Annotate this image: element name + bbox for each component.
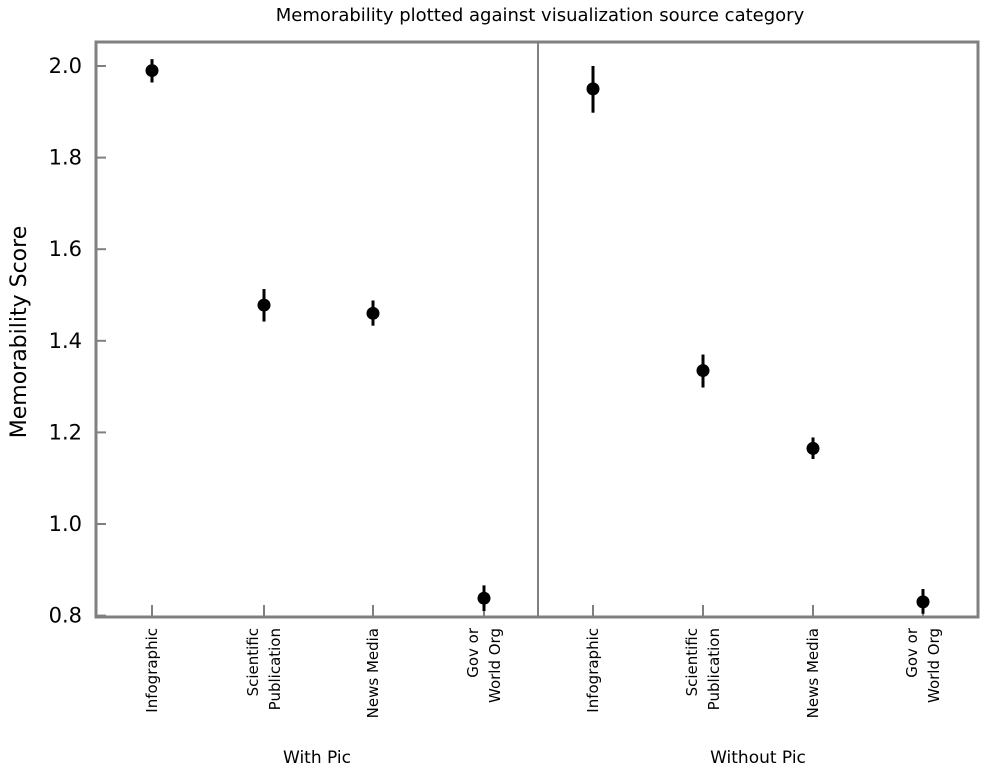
x-tick-label: Publication (705, 628, 723, 710)
y-tick-label: 1.8 (49, 146, 82, 170)
y-tick-label: 0.8 (49, 604, 82, 628)
x-tick-label: News Media (804, 628, 822, 718)
x-tick-label: Gov or (464, 627, 482, 678)
x-tick-label: Scientific (683, 628, 701, 696)
x-tick-label: Gov or (903, 627, 921, 678)
y-tick-label: 1.6 (49, 237, 82, 261)
plot-area: 0.8 1.0 1.2 1.4 1.6 1.8 2.0 Infographic Scientif… (49, 40, 980, 768)
group-label: With Pic (283, 748, 351, 768)
chart-title: Memorability plotted against visualizati… (276, 5, 805, 26)
x-tick-label: News Media (364, 628, 382, 718)
y-tick-label: 1.0 (49, 512, 82, 536)
data-point (257, 298, 271, 312)
y-tick-label: 1.2 (49, 420, 82, 444)
data-point (477, 591, 491, 605)
x-tick-label: Scientific (244, 628, 262, 696)
data-point (696, 364, 710, 378)
y-tick-label: 1.4 (49, 329, 82, 353)
group-label: Without Pic (710, 748, 806, 768)
x-tick-label: Publication (266, 628, 284, 710)
data-point (145, 64, 159, 78)
x-tick-label: Infographic (143, 628, 161, 713)
x-tick-label: Infographic (584, 628, 602, 713)
x-tick-label: World Org (486, 628, 504, 703)
data-point (366, 306, 380, 320)
data-point (586, 82, 600, 96)
x-tick-label: World Org (925, 628, 943, 703)
y-tick-label: 2.0 (49, 54, 82, 78)
data-point (916, 595, 930, 609)
y-axis-label: Memorability Score (7, 226, 32, 439)
data-point (806, 441, 820, 455)
